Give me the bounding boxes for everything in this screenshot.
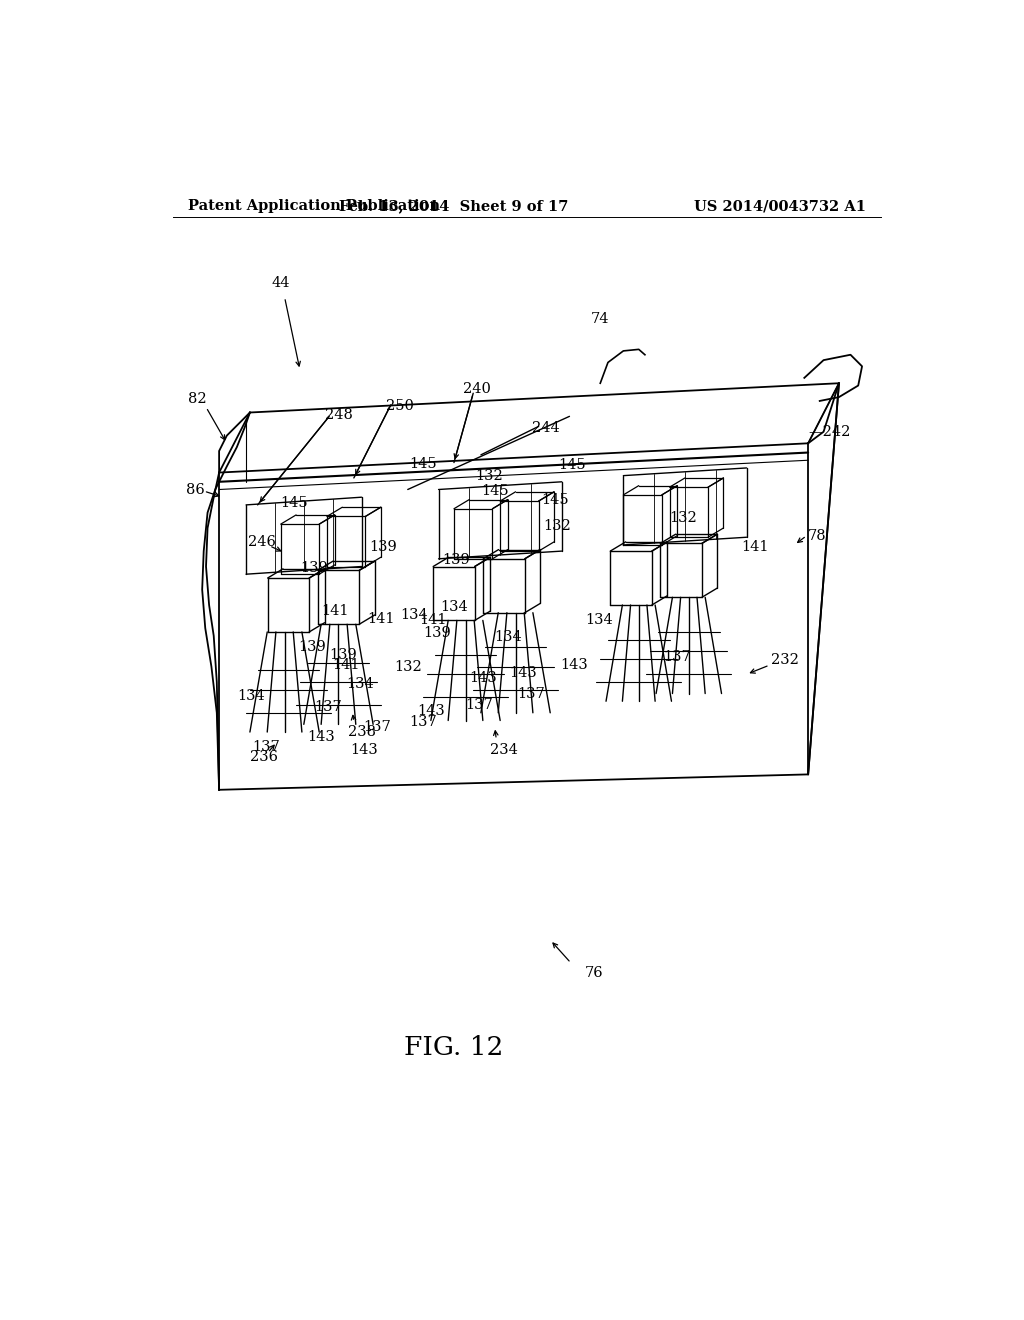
- Text: 132: 132: [475, 470, 503, 483]
- Text: 234: 234: [490, 743, 518, 756]
- Text: 134: 134: [346, 677, 374, 692]
- Text: 250: 250: [386, 400, 414, 413]
- Text: 86: 86: [186, 483, 205, 496]
- Text: 143: 143: [509, 665, 538, 680]
- Text: 137: 137: [466, 698, 494, 711]
- Text: 143: 143: [469, 671, 497, 685]
- Text: 134: 134: [440, 601, 468, 614]
- Text: FIG. 12: FIG. 12: [404, 1035, 504, 1060]
- Text: 145: 145: [410, 457, 437, 471]
- Text: Patent Application Publication: Patent Application Publication: [188, 199, 440, 213]
- Text: 137: 137: [664, 651, 691, 664]
- Text: 141: 141: [368, 612, 395, 626]
- Text: 141: 141: [741, 540, 769, 554]
- Text: 134: 134: [400, 609, 428, 622]
- Text: 137: 137: [410, 715, 437, 729]
- Text: 232: 232: [771, 653, 799, 668]
- Text: 82: 82: [188, 392, 207, 405]
- Text: 139: 139: [330, 648, 357, 663]
- Text: 143: 143: [560, 659, 588, 672]
- Text: 141: 141: [322, 605, 349, 618]
- Text: 44: 44: [271, 276, 290, 290]
- Text: 78: 78: [808, 529, 826, 543]
- Text: 139: 139: [442, 553, 470, 568]
- Text: 240: 240: [463, 383, 492, 396]
- Text: 143: 143: [350, 743, 378, 756]
- Text: 137: 137: [252, 741, 280, 755]
- Text: 74: 74: [591, 312, 609, 326]
- Text: —242: —242: [808, 425, 851, 438]
- Text: 137: 137: [517, 686, 545, 701]
- Text: 246: 246: [248, 535, 275, 549]
- Text: 145: 145: [558, 458, 586, 471]
- Text: 139: 139: [423, 627, 451, 640]
- Text: 143: 143: [307, 730, 336, 744]
- Text: 76: 76: [585, 966, 603, 979]
- Text: US 2014/0043732 A1: US 2014/0043732 A1: [694, 199, 866, 213]
- Text: 238: 238: [348, 725, 376, 739]
- Text: 145: 145: [481, 484, 509, 498]
- Text: 244: 244: [531, 421, 559, 434]
- Text: 132: 132: [394, 660, 422, 673]
- Text: 139: 139: [298, 640, 327, 655]
- Text: Feb. 13, 2014  Sheet 9 of 17: Feb. 13, 2014 Sheet 9 of 17: [339, 199, 568, 213]
- Text: 145: 145: [281, 496, 308, 511]
- Text: 132: 132: [544, 520, 571, 533]
- Text: 137: 137: [364, 719, 391, 734]
- Text: 141: 141: [419, 614, 446, 627]
- Text: 132: 132: [670, 511, 697, 525]
- Text: 134: 134: [237, 689, 264, 702]
- Text: 143: 143: [417, 705, 444, 718]
- Text: 134: 134: [585, 614, 612, 627]
- Text: 139: 139: [300, 561, 328, 576]
- Text: 139: 139: [370, 540, 397, 554]
- Text: 236: 236: [250, 751, 278, 764]
- Text: 141: 141: [333, 659, 359, 672]
- Text: 137: 137: [313, 700, 342, 714]
- Text: 134: 134: [494, 631, 522, 644]
- Text: 248: 248: [325, 408, 352, 422]
- Text: 145: 145: [541, 492, 568, 507]
